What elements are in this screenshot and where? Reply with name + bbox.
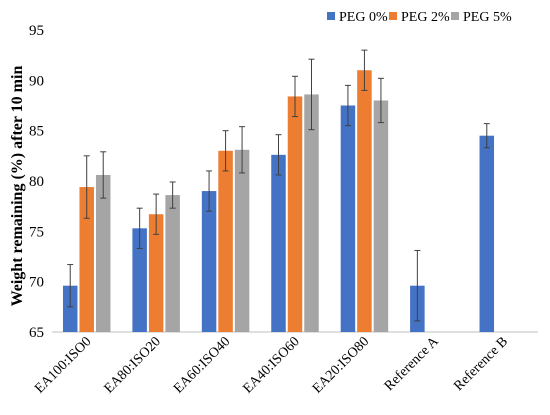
x-tick-group: Reference B: [451, 334, 511, 394]
y-axis-label-group: Weight remaining (%) after 10 min: [9, 66, 26, 307]
x-tick-label: EA80:ISO20: [102, 334, 164, 396]
x-tick-label: EA20:ISO80: [310, 334, 372, 396]
bar-peg-5-: [304, 94, 319, 332]
bar-peg-5-: [165, 195, 180, 332]
legend-swatch: [389, 12, 397, 20]
bar-peg-2-: [287, 96, 303, 332]
bar-peg-0-: [132, 228, 147, 332]
y-tick-label: 85: [29, 124, 44, 140]
x-tick-label: EA60:ISO40: [171, 334, 233, 396]
bar-peg-0-: [479, 135, 495, 332]
y-tick-label: 95: [29, 23, 44, 39]
bar-peg-0-: [201, 191, 217, 332]
legend-label: PEG 0%: [339, 10, 388, 25]
y-axis-ticks: 65 70 75 80 85 90 95: [29, 23, 44, 341]
bar-peg-2-: [218, 150, 233, 332]
y-axis-label: Weight remaining (%) after 10 min: [9, 66, 26, 307]
x-tick-group: Reference A: [382, 334, 442, 394]
legend-swatch: [451, 12, 459, 20]
x-tick-label: Reference B: [451, 334, 511, 394]
y-tick-label: 90: [29, 73, 44, 89]
x-tick-label: EA40:ISO60: [241, 334, 303, 396]
y-tick-label: 75: [29, 224, 44, 240]
bar-peg-5-: [95, 174, 111, 332]
legend-label: PEG 5%: [463, 10, 512, 25]
legend: PEG 0% PEG 2% PEG 5%: [327, 10, 512, 25]
bar-peg-0-: [62, 285, 78, 332]
bar-peg-5-: [373, 100, 389, 332]
x-tick-group: EA40:ISO60: [241, 334, 303, 396]
bar-peg-2-: [148, 214, 164, 332]
bar-peg-0-: [340, 105, 356, 332]
x-tick-label: EA100:ISO0: [32, 334, 94, 396]
error-bars-group: [67, 49, 490, 322]
bar-peg-2-: [357, 70, 372, 333]
x-tick-label: Reference A: [382, 334, 442, 394]
y-tick-label: 80: [29, 174, 44, 190]
y-tick-label: 65: [29, 325, 44, 341]
x-tick-group: EA60:ISO40: [171, 334, 233, 396]
bar-peg-2-: [79, 187, 94, 332]
x-tick-group: EA100:ISO0: [32, 334, 94, 396]
legend-label: PEG 2%: [401, 10, 450, 25]
x-tick-group: EA80:ISO20: [102, 334, 164, 396]
legend-swatch: [327, 12, 335, 20]
x-axis-ticks: EA100:ISO0 EA80:ISO20 EA60:ISO40 EA40:ISO60…: [32, 334, 511, 397]
bar-peg-5-: [234, 149, 250, 332]
bar-peg-0-: [271, 154, 286, 332]
bars-group: [62, 70, 495, 333]
y-tick-label: 70: [29, 275, 44, 291]
x-tick-group: EA20:ISO80: [310, 334, 372, 396]
